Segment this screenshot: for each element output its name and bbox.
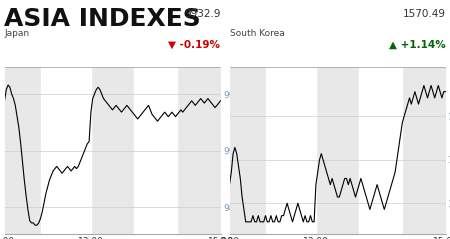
Bar	[134, 67, 177, 234]
Bar	[266, 67, 316, 234]
Bar	[359, 67, 402, 234]
Bar	[40, 67, 91, 234]
Text: 1570.49: 1570.49	[402, 9, 446, 19]
Text: Japan: Japan	[4, 29, 30, 38]
Text: South Korea: South Korea	[230, 29, 284, 38]
Text: 9932.9: 9932.9	[184, 9, 220, 19]
Text: ▲ +1.14%: ▲ +1.14%	[389, 40, 446, 50]
Text: NIKKEI 225: NIKKEI 225	[4, 0, 78, 2]
Text: KOSPI: KOSPI	[230, 0, 270, 2]
Text: ▼ -0.19%: ▼ -0.19%	[168, 40, 220, 50]
Text: ASIA INDEXES: ASIA INDEXES	[4, 7, 201, 31]
